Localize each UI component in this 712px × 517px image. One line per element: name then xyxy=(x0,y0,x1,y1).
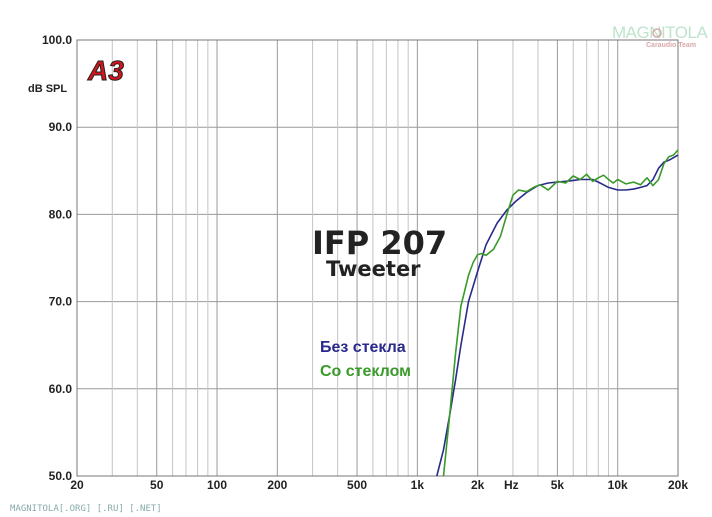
y-tick-label: 100.0 xyxy=(42,33,72,47)
x-tick-label: 100 xyxy=(207,478,227,492)
y-axis-label: dB SPL xyxy=(28,83,67,95)
x-axis-label: Hz xyxy=(504,478,519,492)
series-lines xyxy=(436,149,679,477)
y-tick-label: 80.0 xyxy=(49,207,73,221)
x-tick-label: 10k xyxy=(608,478,628,492)
series-line-2 xyxy=(442,149,679,477)
x-tick-label: 50 xyxy=(150,478,164,492)
chart-subtitle: Tweeter xyxy=(326,257,421,281)
y-tick-label: 60.0 xyxy=(49,382,73,396)
x-tick-label: 500 xyxy=(347,478,367,492)
x-tick-label: 200 xyxy=(267,478,287,492)
x-tick-label: 20k xyxy=(668,478,688,492)
footer-text: MAGNITOLA[.ORG] [.RU] [.NET] xyxy=(10,504,162,514)
y-tick-label: 70.0 xyxy=(49,295,73,309)
y-tick-label: 50.0 xyxy=(49,469,73,483)
plot-frame xyxy=(76,39,679,477)
magnitola-watermark: MAGNITOLA Caraudio Team xyxy=(612,23,709,49)
x-tick-label: 2k xyxy=(471,478,485,492)
grid xyxy=(76,39,679,477)
x-tick-label: 5k xyxy=(551,478,565,492)
y-axis-ticks: 100.0 90.0 80.0 70.0 60.0 50.0 xyxy=(42,33,72,483)
x-tick-label: 1k xyxy=(411,478,425,492)
a3-logo: A3 xyxy=(87,55,125,87)
x-axis-ticks: 20 50 100 200 500 1k 2k 5k 10k 20k xyxy=(70,478,688,492)
y-tick-label: 90.0 xyxy=(49,120,73,134)
watermark-ring-icon xyxy=(652,28,662,38)
chart-title: IFP 207 xyxy=(312,224,447,262)
legend-entry-1: Без стекла xyxy=(320,339,406,356)
x-tick-label: 20 xyxy=(70,478,84,492)
logo-text: A3 xyxy=(87,55,124,86)
legend-entry-2: Со стеклом xyxy=(320,363,411,380)
watermark-subtext: Caraudio Team xyxy=(646,42,696,49)
